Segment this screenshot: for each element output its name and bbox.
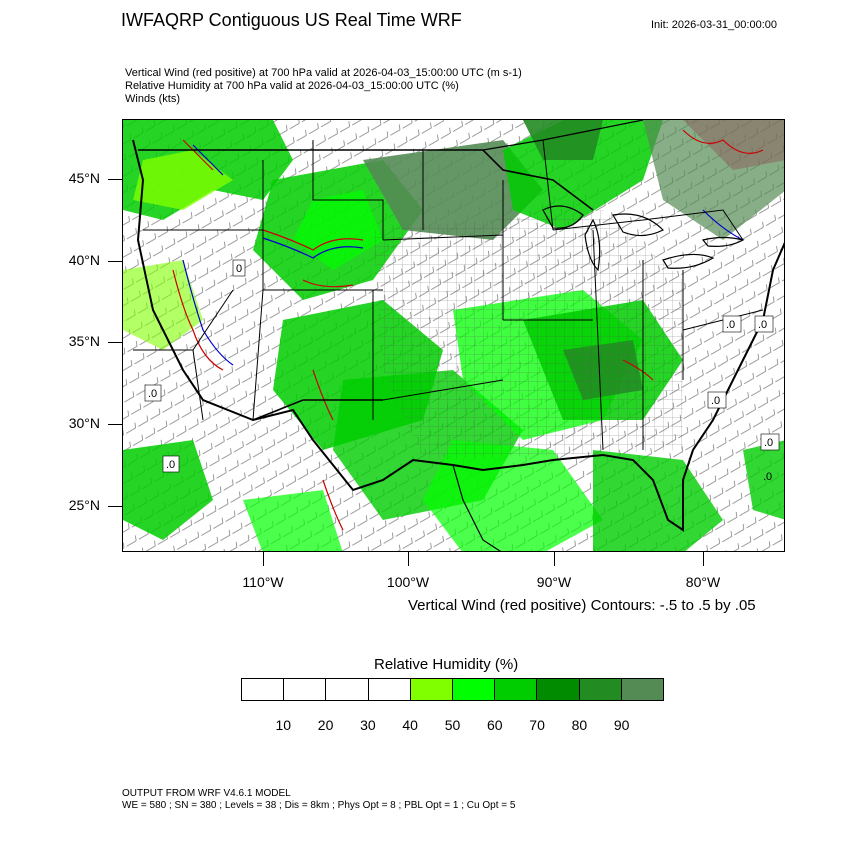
zero-label: .0 [760, 433, 780, 451]
svg-text:.0: .0 [148, 388, 157, 400]
colorbar-label: 20 [317, 717, 334, 733]
zero-label: 0 [232, 259, 246, 277]
geographic-borders [132, 120, 784, 551]
weather-map-graphic: .0 .0 0 .0 .0 .0 [123, 120, 784, 551]
colorbar-label: 90 [613, 717, 630, 733]
colorbar-label: 80 [571, 717, 588, 733]
svg-text:.0: .0 [763, 471, 772, 483]
colorbar-label: 70 [529, 717, 545, 733]
lat-label-25n: 25°N [68, 497, 100, 513]
svg-text:.0: .0 [764, 437, 773, 449]
colorbar-label: 60 [487, 717, 503, 733]
colorbar-label: 50 [444, 717, 461, 733]
lon-tick [263, 552, 264, 566]
zero-label: .0 [763, 471, 772, 483]
svg-text:.0: .0 [726, 319, 735, 331]
zero-label: .0 [162, 455, 180, 473]
lat-label-30n: 30°N [68, 415, 100, 431]
footer-config: WE = 580 ; SN = 380 ; Levels = 38 ; Dis … [122, 800, 516, 811]
colorbar-box [495, 679, 538, 700]
lat-tick [108, 342, 122, 343]
init-time: Init: 2026-03-31_00:00:00 [651, 19, 777, 31]
lon-label-80w: 80°W [685, 574, 721, 590]
footer-model: OUTPUT FROM WRF V4.6.1 MODEL [122, 788, 291, 799]
contour-zero-labels: .0 .0 0 .0 .0 .0 [144, 259, 780, 483]
subtitle-vertical-wind: Vertical Wind (red positive) at 700 hPa … [125, 67, 522, 79]
lon-tick [554, 552, 555, 566]
colorbar-box [326, 679, 369, 700]
lon-tick [408, 552, 409, 566]
svg-text:0: 0 [236, 263, 242, 275]
vertical-wind-contours [172, 129, 764, 531]
colorbar-label: 40 [402, 717, 418, 733]
lon-label-90w: 90°W [536, 574, 572, 590]
colorbar-box [579, 679, 622, 700]
subtitle-relative-humidity: Relative Humidity at 700 hPa valid at 20… [125, 80, 459, 92]
humidity-colorbar [241, 678, 664, 701]
lat-label-45n: 45°N [68, 170, 100, 186]
colorbar-box [410, 679, 454, 700]
svg-text:.0: .0 [758, 319, 767, 331]
lat-tick [108, 424, 122, 425]
lat-label-35n: 35°N [68, 333, 100, 349]
zero-label: .0 [754, 315, 774, 333]
colorbar-title: Relative Humidity (%) [374, 656, 519, 673]
weather-map: .0 .0 0 .0 .0 .0 [122, 119, 785, 552]
svg-text:.0: .0 [711, 395, 720, 407]
colorbar-box [242, 679, 285, 700]
lon-tick [703, 552, 704, 566]
colorbar-box [537, 679, 580, 700]
page-title: IWFAQRP Contiguous US Real Time WRF [121, 10, 462, 30]
zero-label: .0 [144, 384, 162, 402]
colorbar-box [368, 679, 411, 700]
lat-label-40n: 40°N [68, 252, 100, 268]
lon-label-100w: 100°W [386, 574, 430, 590]
contour-note: Vertical Wind (red positive) Contours: -… [408, 597, 756, 614]
colorbar-box [284, 679, 327, 700]
lat-tick [108, 261, 122, 262]
subtitle-winds: Winds (kts) [125, 93, 180, 105]
colorbar-label: 30 [360, 717, 376, 733]
colorbar-label: 10 [275, 717, 292, 733]
great-lakes [542, 205, 745, 272]
zero-label: .0 [722, 315, 742, 333]
colorbar-box [453, 679, 496, 700]
zero-label: .0 [707, 391, 727, 409]
svg-text:.0: .0 [166, 459, 175, 471]
colorbar-box [621, 679, 664, 700]
lat-tick [108, 506, 122, 507]
lon-label-110w: 110°W [242, 574, 284, 590]
lat-tick [108, 179, 122, 180]
